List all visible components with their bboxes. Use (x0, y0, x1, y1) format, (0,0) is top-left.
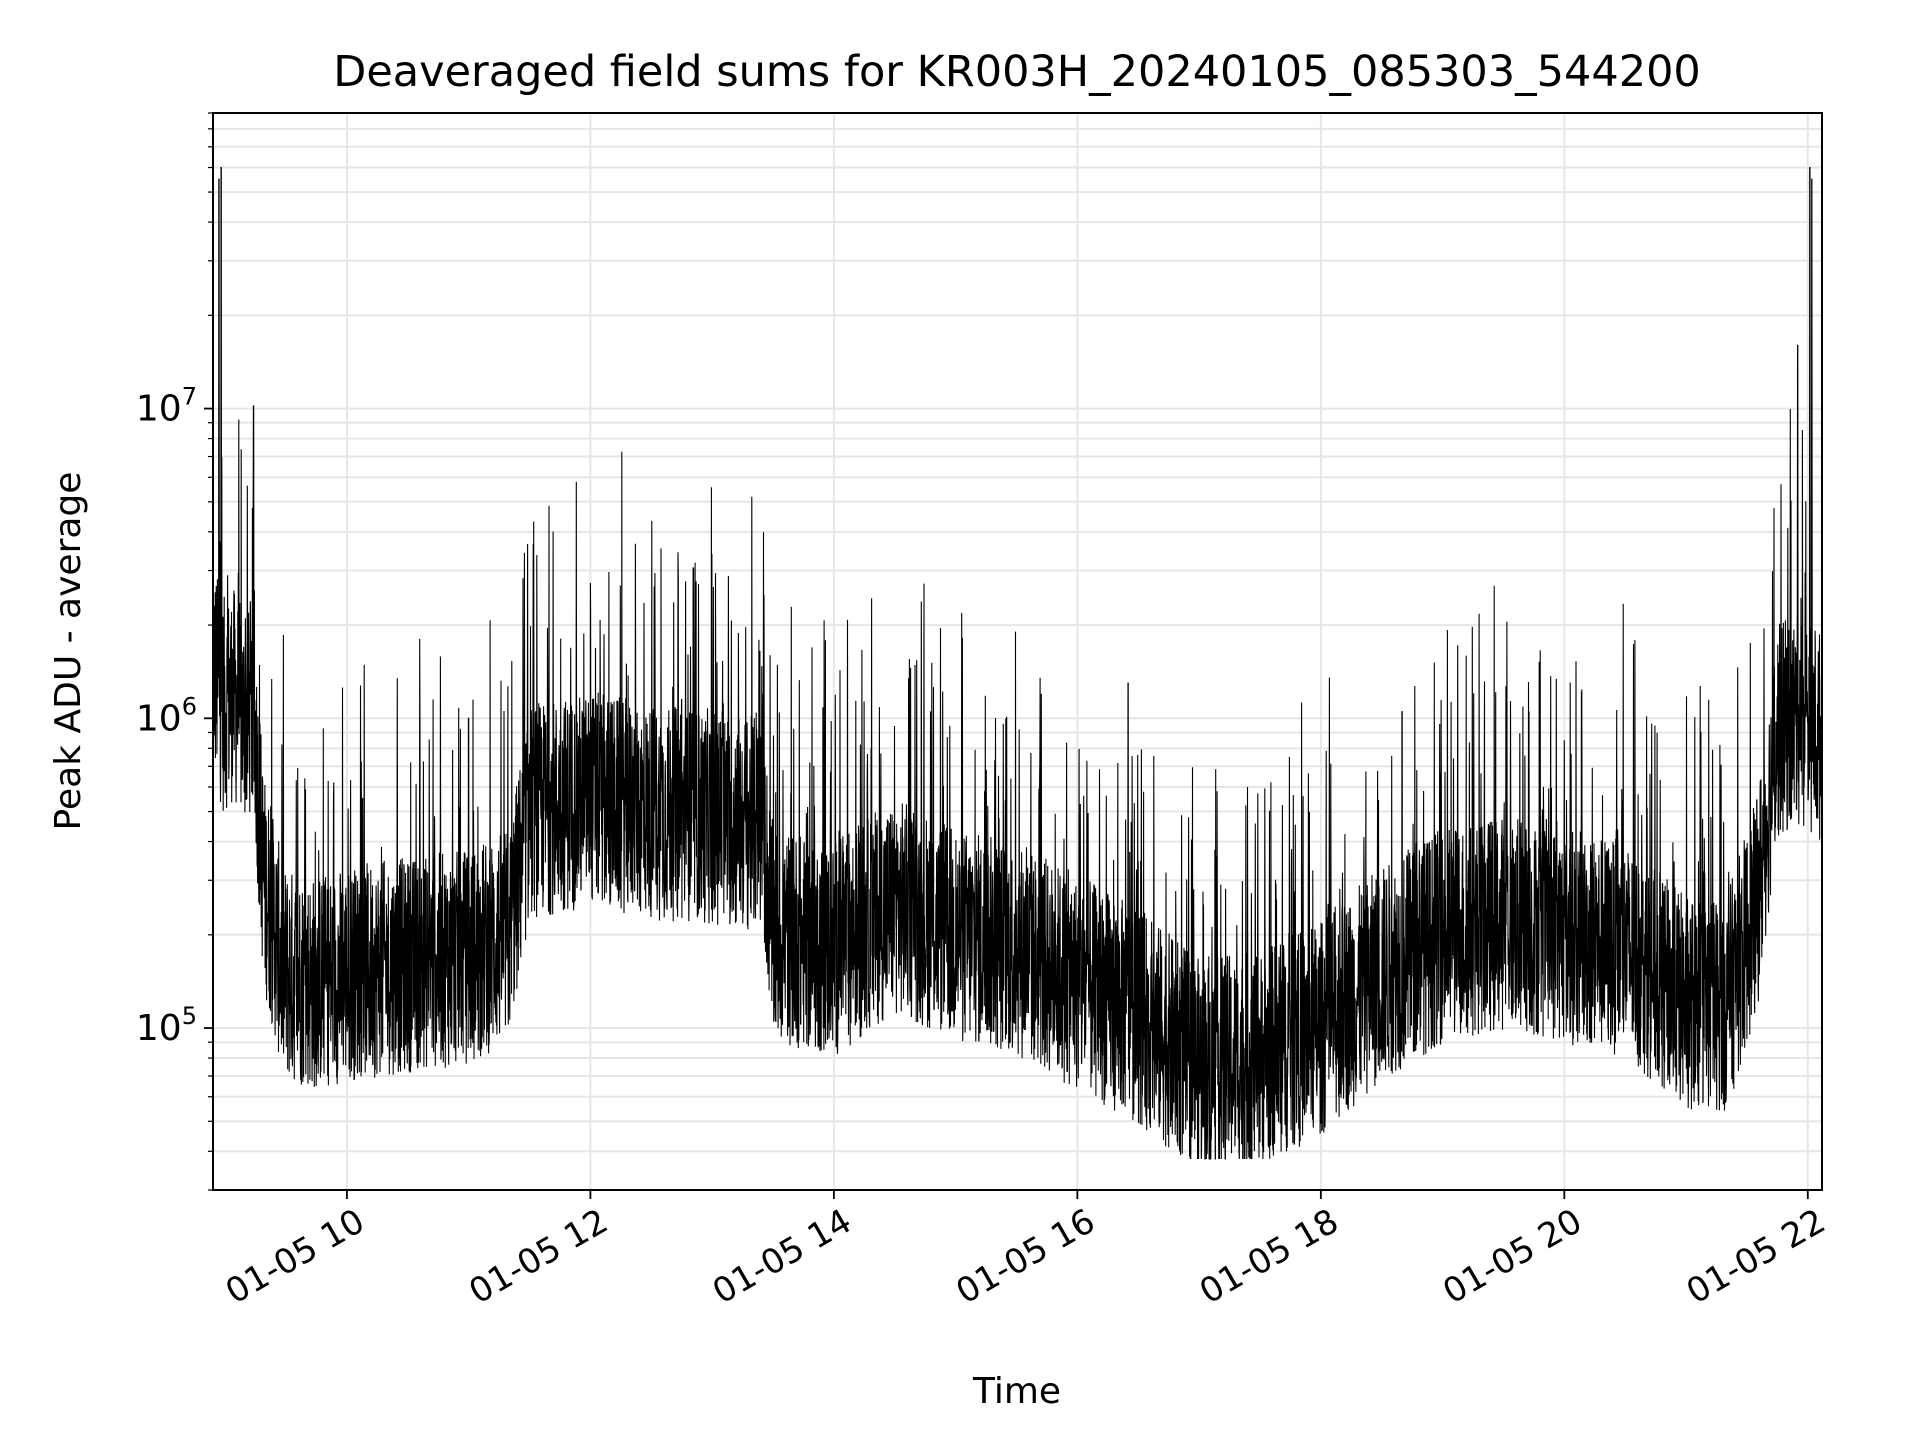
y-tick-label: 107 (136, 383, 197, 430)
y-tick-label: 106 (136, 692, 197, 739)
series-line (212, 166, 1823, 1160)
plot-frame (212, 112, 1823, 1191)
chart-title: Deaveraged field sums for KR003H_2024010… (333, 47, 1701, 97)
y-axis-label: Peak ADU - average (48, 472, 89, 831)
data-series (212, 166, 1823, 1160)
x-axis-label: Time (972, 1371, 1061, 1412)
y-tick-label: 105 (136, 1002, 197, 1049)
